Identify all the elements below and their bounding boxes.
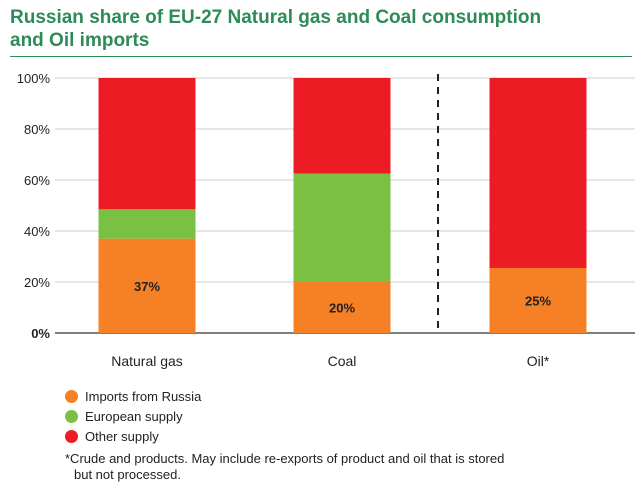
legend-label-russia: Imports from Russia	[85, 388, 202, 404]
bar-segment-european	[293, 173, 391, 282]
chart-title-line-2: and Oil imports	[10, 30, 150, 51]
legend-label-other: Other supply	[85, 428, 159, 444]
x-category-label: Natural gas	[111, 353, 183, 369]
legend-swatch-european	[65, 409, 78, 423]
y-tick-label: 80%	[24, 122, 50, 137]
legend: Imports from Russia European supply Othe…	[65, 386, 201, 446]
legend-item-russia: Imports from Russia	[65, 386, 201, 406]
data-label: 37%	[134, 279, 160, 294]
chart-title: Russian share of EU-27 Natural gas and C…	[10, 6, 630, 52]
title-divider	[10, 56, 632, 57]
bar-segment-russia	[489, 267, 587, 333]
bar-segment-other	[98, 78, 196, 210]
data-label: 25%	[525, 293, 551, 308]
y-tick-label: 0%	[31, 326, 50, 341]
y-tick-label: 60%	[24, 173, 50, 188]
y-tick-label: 40%	[24, 224, 50, 239]
legend-swatch-other	[65, 429, 78, 443]
y-tick-label: 100%	[17, 71, 51, 86]
bar-segment-russia	[98, 238, 196, 333]
bar-segment-other	[489, 78, 587, 268]
legend-label-european: European supply	[85, 408, 183, 424]
bar-segment-other	[293, 78, 391, 174]
stacked-bar-chart: 0% 20% 40% 60% 80% 100% 37% Natural gas 20% Coal 2…	[17, 71, 635, 369]
legend-item-other: Other supply	[65, 426, 201, 446]
footnote-line-1: *Crude and products. May include re-expo…	[65, 451, 505, 466]
y-tick-label: 20%	[24, 275, 50, 290]
footnote: *Crude and products. May include re-expo…	[65, 451, 565, 483]
legend-swatch-russia	[65, 389, 78, 403]
x-category-label: Oil*	[527, 353, 550, 369]
legend-item-european: European supply	[65, 406, 201, 426]
x-category-label: Coal	[328, 353, 357, 369]
footnote-line-2: but not processed.	[74, 467, 181, 482]
data-label: 20%	[329, 301, 355, 316]
bar-segment-russia	[293, 282, 391, 333]
chart-title-line-1: Russian share of EU-27 Natural gas and C…	[10, 7, 542, 28]
bar-segment-european	[98, 209, 196, 239]
